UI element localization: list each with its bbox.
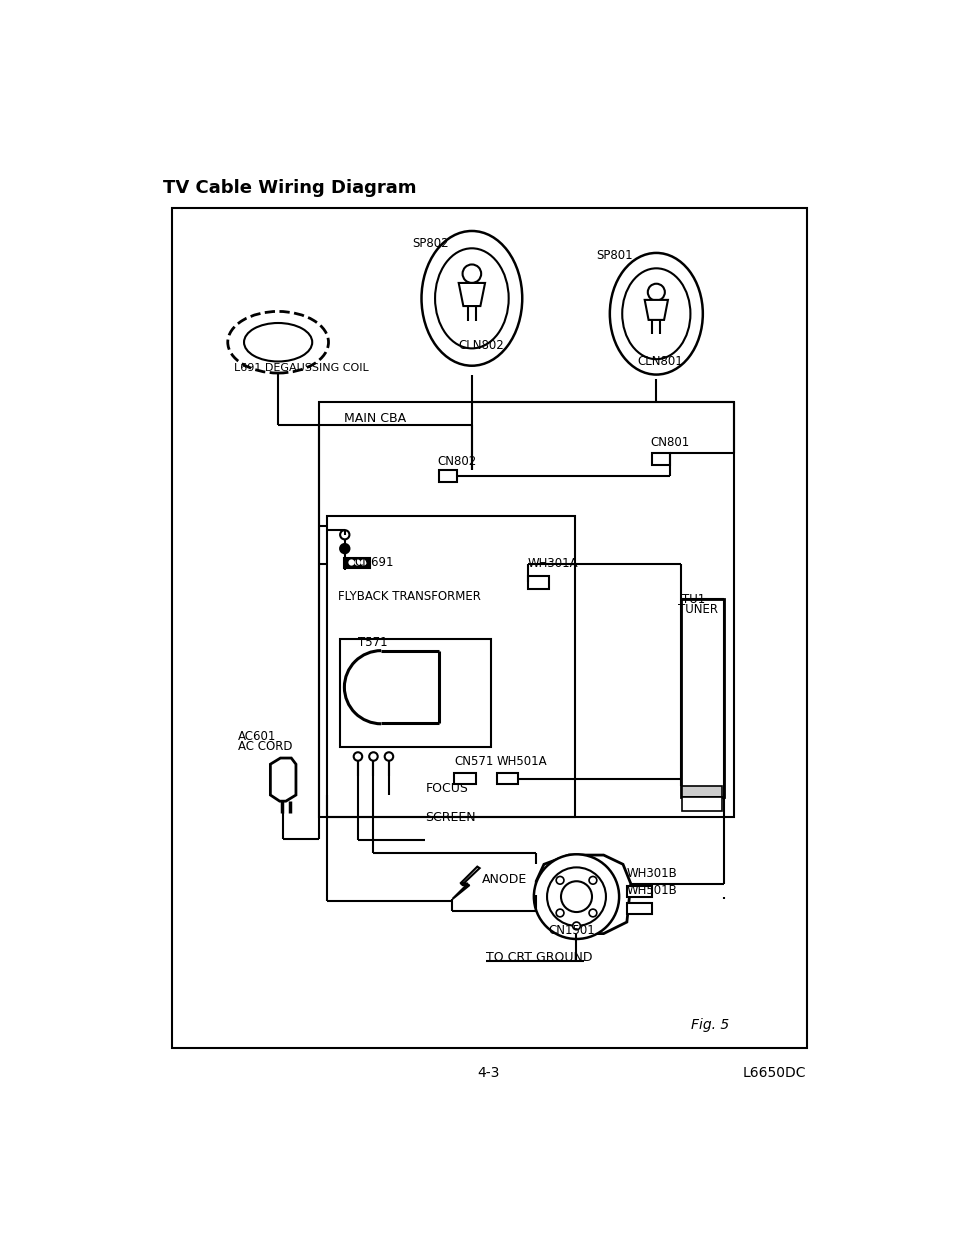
Circle shape	[369, 752, 377, 761]
Bar	[340, 640, 491, 747]
Bar	[497, 773, 517, 784]
Circle shape	[588, 877, 597, 884]
Text: WH301B: WH301B	[626, 867, 677, 879]
Circle shape	[546, 867, 605, 926]
Text: TUNER: TUNER	[678, 604, 718, 616]
Circle shape	[354, 752, 362, 761]
Text: CN571: CN571	[455, 755, 494, 768]
Circle shape	[462, 264, 480, 283]
Bar	[681, 785, 721, 797]
Text: WH501A: WH501A	[497, 755, 547, 768]
Text: TV Cable Wiring Diagram: TV Cable Wiring Diagram	[163, 179, 416, 198]
Polygon shape	[644, 300, 667, 320]
Circle shape	[556, 909, 563, 916]
Text: TU1: TU1	[681, 593, 704, 606]
Polygon shape	[536, 855, 630, 934]
Text: CLN802: CLN802	[458, 340, 504, 352]
Bar	[439, 471, 456, 483]
Text: TO CRT GROUND: TO CRT GROUND	[485, 951, 592, 965]
Text: FOCUS: FOCUS	[425, 782, 468, 795]
Ellipse shape	[609, 253, 702, 374]
Ellipse shape	[421, 231, 521, 366]
Text: CN1501: CN1501	[548, 925, 595, 937]
Ellipse shape	[228, 311, 328, 373]
Text: CLN801: CLN801	[637, 356, 682, 368]
Bar	[344, 558, 370, 568]
Text: SP801: SP801	[596, 249, 632, 262]
Circle shape	[647, 284, 664, 300]
Ellipse shape	[435, 248, 508, 348]
Text: T571: T571	[357, 636, 387, 648]
Circle shape	[534, 855, 618, 939]
Text: SP802: SP802	[412, 237, 448, 249]
Bar	[626, 903, 651, 914]
Polygon shape	[270, 758, 295, 802]
Bar	[680, 599, 723, 798]
Bar	[319, 403, 733, 816]
Ellipse shape	[621, 268, 690, 359]
Text: WH501B: WH501B	[626, 883, 677, 897]
Polygon shape	[458, 283, 484, 306]
Circle shape	[340, 530, 349, 540]
Text: Fig. 5: Fig. 5	[691, 1018, 729, 1032]
Polygon shape	[452, 867, 479, 899]
Text: L691 DEGAUSSING COIL: L691 DEGAUSSING COIL	[233, 363, 368, 373]
Text: CN691: CN691	[354, 557, 394, 569]
Ellipse shape	[244, 324, 312, 362]
Text: CN802: CN802	[436, 454, 476, 468]
Bar	[327, 516, 575, 816]
Circle shape	[588, 909, 597, 916]
Bar	[454, 773, 476, 784]
Text: 4-3: 4-3	[477, 1066, 499, 1079]
Text: WH301A: WH301A	[527, 557, 578, 571]
Bar	[652, 453, 670, 466]
Circle shape	[556, 877, 563, 884]
Circle shape	[384, 752, 393, 761]
Circle shape	[572, 923, 579, 930]
Text: AC601: AC601	[237, 730, 276, 743]
Bar	[172, 209, 806, 1047]
Bar	[626, 885, 651, 897]
Bar	[528, 576, 548, 589]
Text: SCREEN: SCREEN	[425, 811, 476, 824]
Text: MAIN CBA: MAIN CBA	[344, 412, 406, 425]
Text: ANODE: ANODE	[481, 873, 527, 885]
Text: FLYBACK TRANSFORMER: FLYBACK TRANSFORMER	[337, 589, 480, 603]
Circle shape	[340, 543, 349, 553]
Text: CN801: CN801	[649, 436, 689, 448]
Circle shape	[560, 882, 592, 911]
Bar	[681, 798, 721, 811]
Text: AC CORD: AC CORD	[237, 740, 292, 752]
Text: L6650DC: L6650DC	[741, 1066, 805, 1079]
